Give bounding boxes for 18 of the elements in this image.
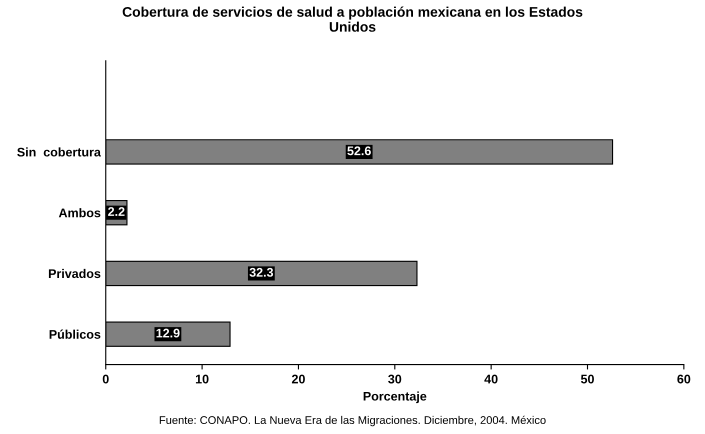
- data-label: 52.6: [347, 146, 371, 156]
- data-label: 2.2: [108, 207, 125, 216]
- x-tick-label: 10: [196, 374, 209, 384]
- y-tick-label: Ambos: [58, 208, 100, 218]
- x-tick-label: 40: [484, 374, 498, 384]
- y-tick-label: Privados: [48, 268, 100, 278]
- data-label: 32.3: [249, 268, 274, 277]
- x-tick-label: 20: [292, 374, 305, 384]
- data-label: 12.9: [156, 328, 180, 338]
- y-tick-label: Sin cobertura: [17, 147, 101, 157]
- x-tick-label: 30: [388, 374, 402, 384]
- source-note: Fuente: CONAPO. La Nueva Era de las Migraciones. Diciembre, 2004. México: [160, 416, 546, 426]
- x-tick-label: 50: [580, 374, 594, 384]
- x-tick-label: 0: [102, 374, 109, 384]
- x-tick-label: 60: [677, 374, 690, 384]
- x-axis-title: Porcentaje: [364, 391, 426, 404]
- y-tick-label: Públicos: [50, 330, 100, 339]
- chart-title: Cobertura de servicios de salud a población mexicana en los Estados Unidos: [122, 6, 582, 32]
